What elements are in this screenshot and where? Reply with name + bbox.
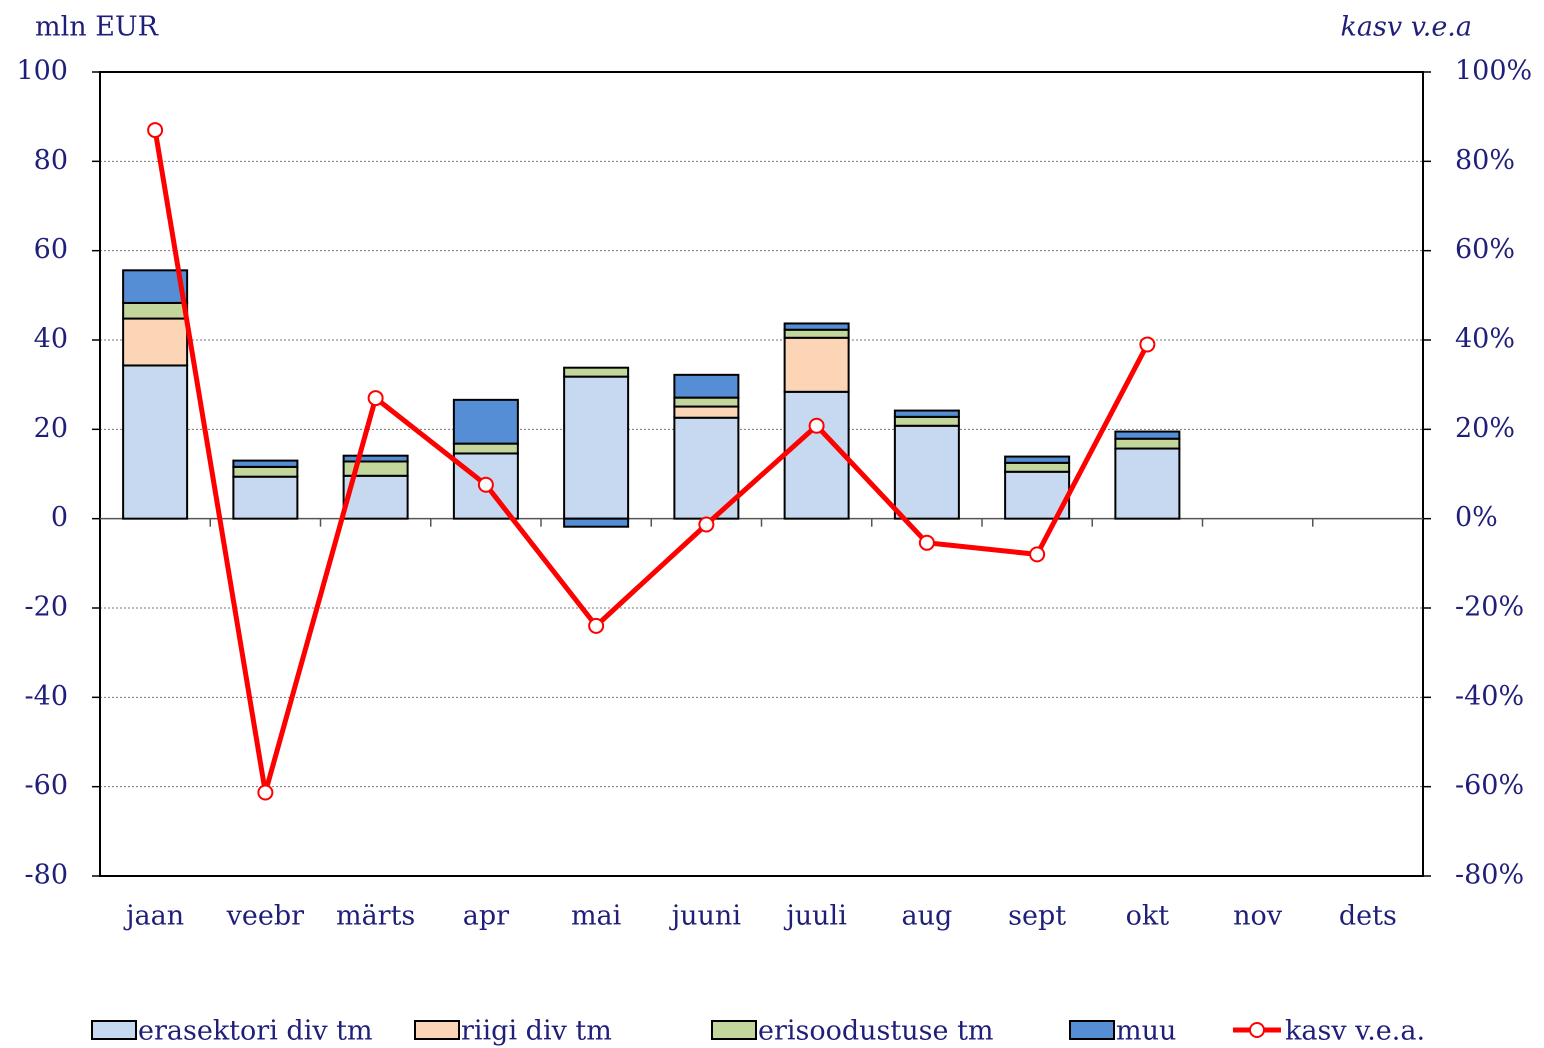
y2-axis-title: kasv v.e.a <box>1341 12 1472 43</box>
y-tick-label: 20 <box>34 413 68 444</box>
y-axis-title: mln EUR <box>35 12 159 43</box>
y2-tick-label: 40% <box>1455 324 1515 355</box>
legend-label: kasv v.e.a. <box>1285 1016 1425 1047</box>
bar-segment <box>452 442 519 455</box>
line-marker <box>147 122 164 139</box>
x-tick-label: aug <box>901 901 952 932</box>
line-marker <box>257 784 274 801</box>
bar-segment <box>563 375 630 520</box>
bar-segment <box>563 366 630 378</box>
x-tick-label: sept <box>1008 901 1066 932</box>
bar-segment <box>1004 455 1071 464</box>
x-tick-label: dets <box>1339 901 1397 932</box>
bar-segment <box>783 322 850 331</box>
y2-tick-label: -80% <box>1455 860 1524 891</box>
bar-segment <box>1114 437 1181 450</box>
bar-segment <box>893 409 960 418</box>
x-tick-label: nov <box>1233 901 1283 932</box>
y2-tick-label: 20% <box>1455 413 1515 444</box>
plot-frame <box>99 71 1424 877</box>
bar-segment <box>452 398 519 445</box>
bar-segment <box>342 454 409 463</box>
y2-tick-label: 80% <box>1455 145 1515 176</box>
legend-swatch <box>91 1020 137 1040</box>
bar-segment <box>232 465 299 478</box>
line-marker <box>1139 336 1156 353</box>
y-tick-label: 60 <box>34 234 68 265</box>
bar-segment <box>1114 430 1181 440</box>
bar-segment <box>673 396 740 408</box>
x-tick-label: okt <box>1126 901 1170 932</box>
bar-segment <box>673 373 740 399</box>
y-tick-label: 0 <box>51 502 68 533</box>
y-tick-label: 80 <box>34 145 68 176</box>
bar-segment <box>122 301 189 320</box>
x-tick-label: jaan <box>123 901 184 932</box>
bar-segment <box>563 517 630 528</box>
x-tick-label: juuni <box>669 901 742 932</box>
bar-segment <box>1114 447 1181 520</box>
y-tick-label: -60 <box>25 770 68 801</box>
y-tick-label: -40 <box>25 681 68 712</box>
x-tick-label: apr <box>463 901 509 932</box>
legend-label: riigi div tm <box>461 1016 612 1047</box>
bar-segment <box>893 424 960 520</box>
y2-tick-label: -40% <box>1455 681 1524 712</box>
line-marker <box>808 417 825 434</box>
legend-swatch <box>711 1020 757 1040</box>
y2-tick-label: 60% <box>1455 234 1515 265</box>
line-marker <box>367 390 384 407</box>
x-tick-label: veebr <box>226 901 304 932</box>
line-series <box>152 129 1150 795</box>
bar-segment <box>232 459 299 468</box>
bar-segment <box>122 317 189 367</box>
y-tick-label: 40 <box>34 324 68 355</box>
line-marker <box>588 617 605 634</box>
y-tick-label: -80 <box>25 860 68 891</box>
legend-swatch <box>1069 1020 1115 1040</box>
bar-segment <box>122 364 189 520</box>
line-marker <box>698 516 715 533</box>
bar-segment <box>122 269 189 304</box>
bar-segment <box>783 328 850 339</box>
legend-marker <box>1249 1022 1265 1038</box>
y2-tick-label: -20% <box>1455 592 1524 623</box>
bar-segment <box>1004 461 1071 473</box>
y-tick-label: -20 <box>25 592 68 623</box>
y2-tick-label: 0% <box>1455 502 1498 533</box>
bar-segment <box>673 405 740 419</box>
legend-label: erasektori div tm <box>138 1016 373 1047</box>
legend-swatch <box>414 1020 460 1040</box>
legend-label: muu <box>1116 1016 1176 1047</box>
x-tick-label: juuli <box>783 901 847 932</box>
line-marker <box>918 534 935 551</box>
line-marker <box>477 476 494 493</box>
x-tick-label: mai <box>571 901 622 932</box>
bar-segment <box>232 475 299 520</box>
line-marker <box>1029 546 1046 563</box>
y-tick-label: 100 <box>16 56 68 87</box>
x-tick-label: märts <box>336 901 415 932</box>
bar-segment <box>783 390 850 520</box>
y2-tick-label: 100% <box>1455 56 1532 87</box>
y2-tick-label: -60% <box>1455 770 1524 801</box>
legend-label: erisoodustuse tm <box>758 1016 994 1047</box>
bar-segment <box>783 336 850 393</box>
bar-segment <box>893 415 960 427</box>
